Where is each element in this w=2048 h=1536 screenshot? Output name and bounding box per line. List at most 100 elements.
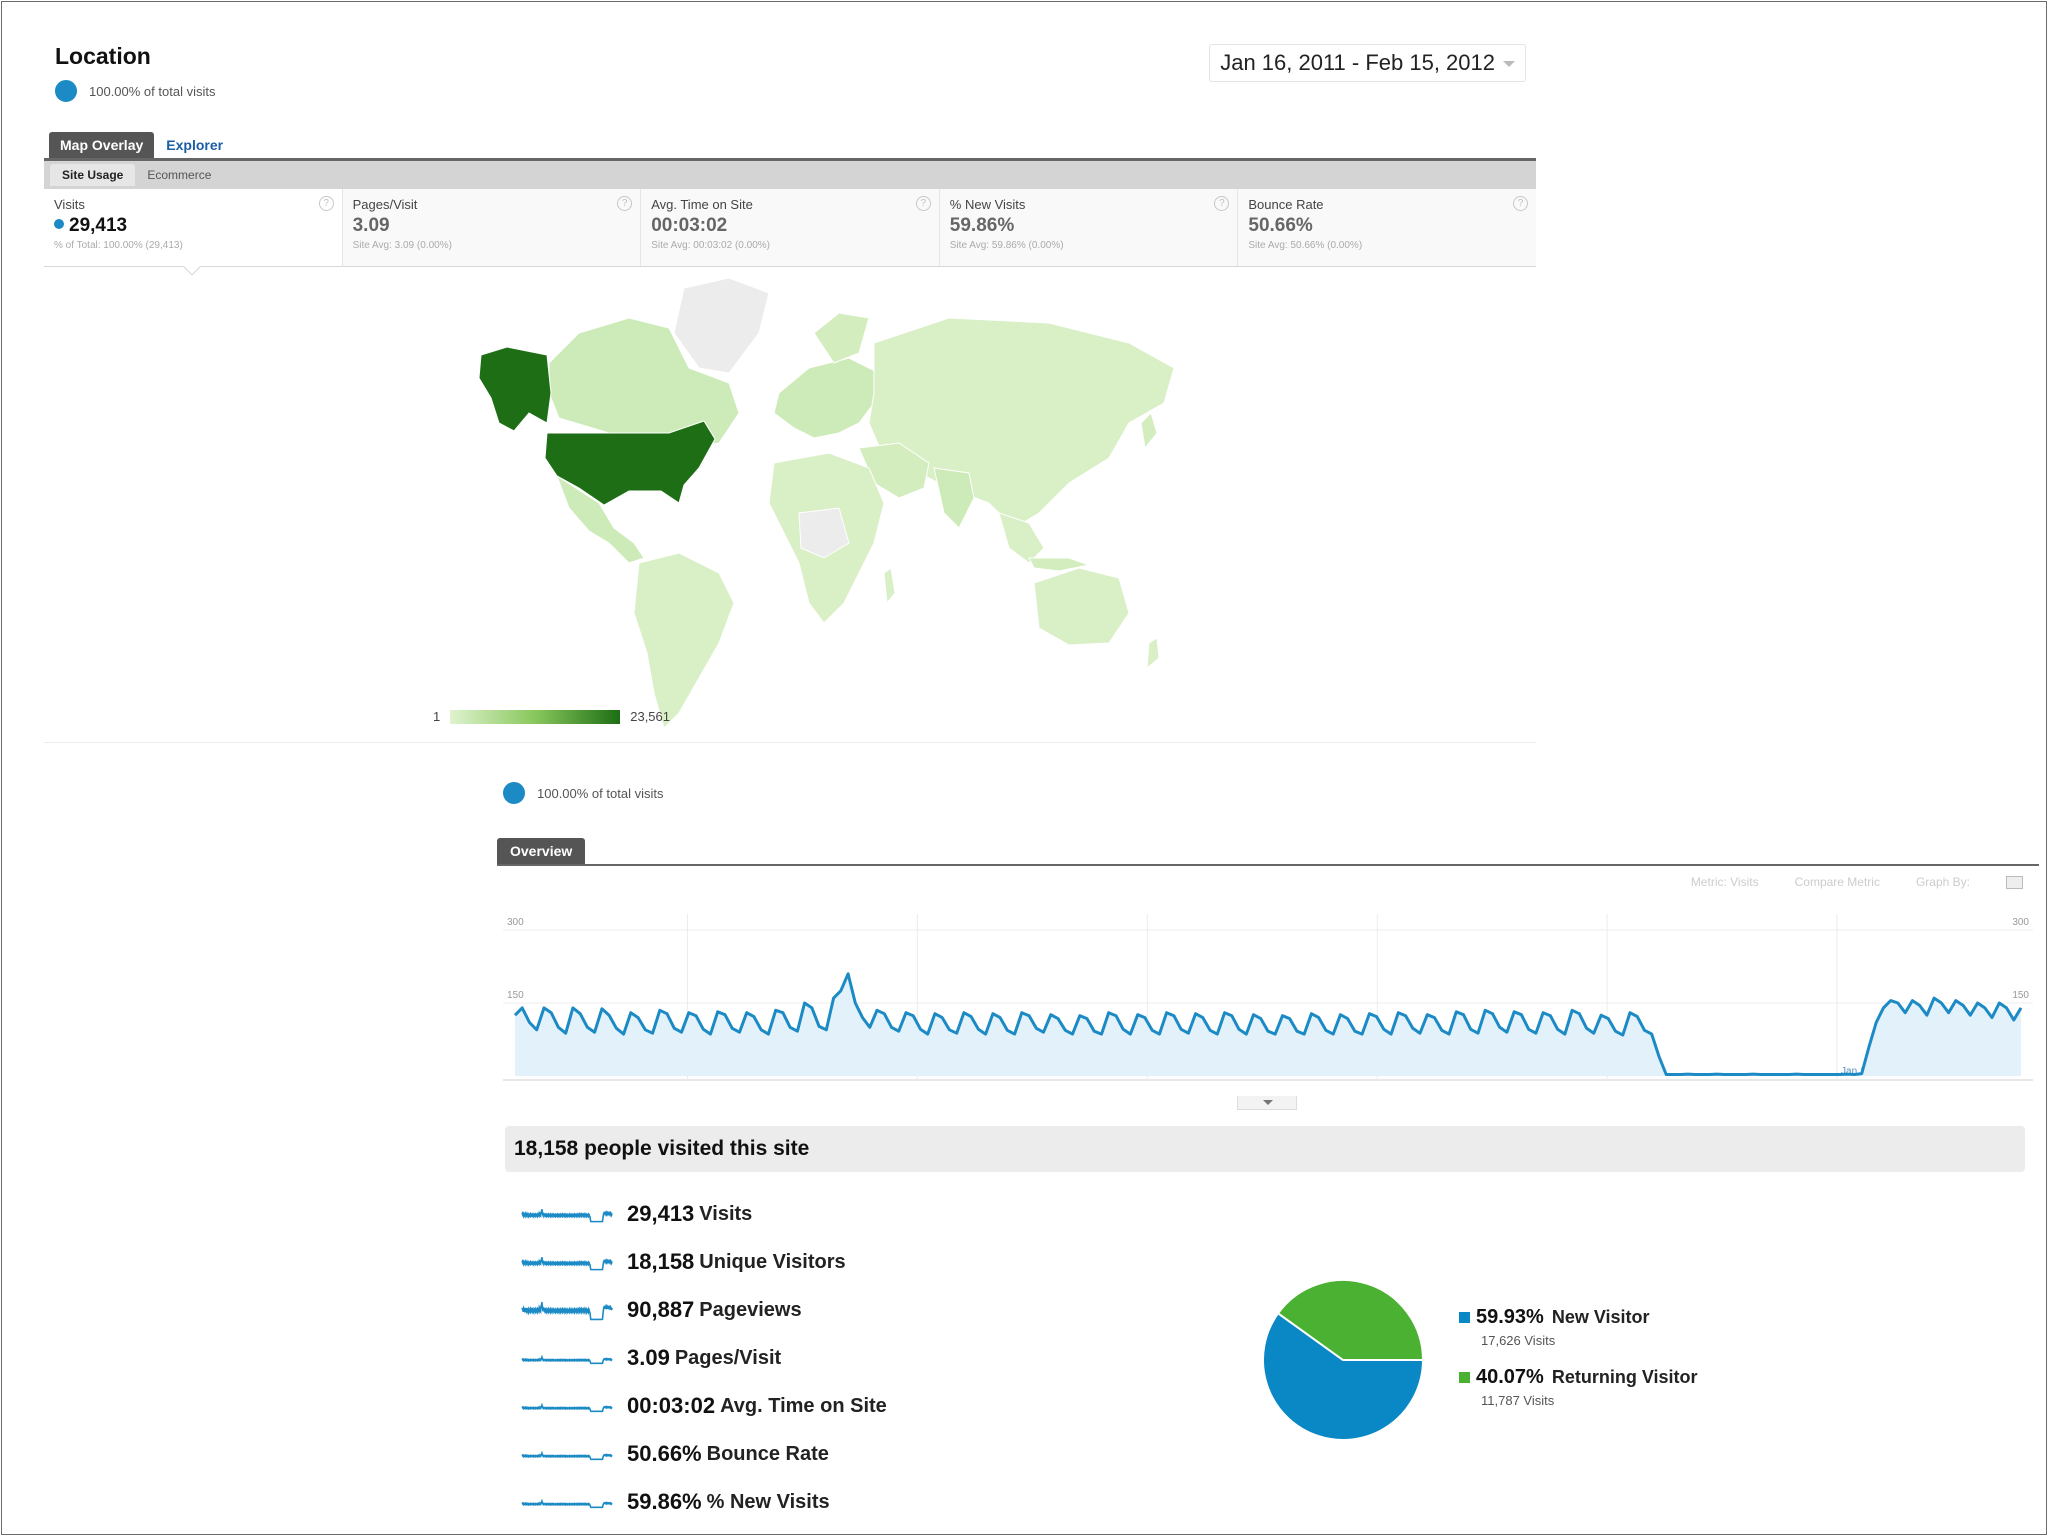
tab-explorer[interactable]: Explorer: [166, 137, 224, 153]
map-asia: [868, 317, 1175, 529]
overview-tabs: Overview: [497, 838, 586, 864]
sparkline-path: [521, 1209, 613, 1223]
sparkline-path: [521, 1257, 613, 1271]
visits-series-line: [513, 972, 2023, 1076]
sparkline: [521, 1209, 613, 1223]
map-mexico: [556, 474, 645, 564]
sparkline-path: [521, 1450, 613, 1461]
y-tick-label-right: 150: [2012, 990, 2029, 1001]
compare-metric[interactable]: Compare Metric: [1794, 875, 1880, 889]
help-icon[interactable]: ?: [1512, 196, 1528, 211]
help-icon[interactable]: ?: [617, 196, 633, 211]
subtab-ecommerce[interactable]: Ecommerce: [147, 168, 212, 182]
legend-returning-visitor: 40.07% Returning Visitor 11,787 Visits: [1459, 1366, 1698, 1408]
graph-by[interactable]: Graph By:: [1915, 875, 1970, 889]
legend-label: New Visitor: [1551, 1307, 1650, 1327]
visits-area: [515, 973, 2021, 1076]
segment-pie-icon: [55, 80, 77, 102]
tab-divider: [497, 864, 2039, 866]
legend-max: 23,561: [630, 709, 670, 724]
sparkline: [521, 1257, 613, 1271]
y-tick-label-left: 300: [507, 917, 524, 928]
metric-sub: Site Avg: 50.66% (0.00%): [1248, 240, 1363, 251]
sparkline: [521, 1450, 613, 1461]
metric-value: 50.66%: [1248, 215, 1313, 236]
metric-new-visits[interactable]: % New Visits 59.86% Site Avg: 59.86% (0.…: [939, 189, 1239, 266]
map-south-america: [633, 552, 735, 729]
sparkline-path: [521, 1354, 613, 1365]
sparkline: [521, 1301, 613, 1321]
legend-swatch: [1459, 1372, 1470, 1383]
metric-name: % New Visits: [949, 197, 1026, 212]
segment-pct: 100.00% of total visits: [537, 785, 664, 801]
y-tick-label-left: 150: [507, 990, 524, 1001]
stat-row: 90,887 Pageviews: [521, 1286, 887, 1334]
map-australia: [1033, 567, 1130, 646]
metric-bounce-rate[interactable]: Bounce Rate 50.66% Site Avg: 50.66% (0.0…: [1238, 189, 1536, 266]
metric-name: Pages/Visit: [352, 197, 418, 212]
segment-pie-icon: [503, 782, 525, 804]
map-legend: 1 23,561: [433, 709, 670, 724]
map-japan: [1140, 412, 1158, 450]
legend-pct: 40.07%: [1476, 1366, 1544, 1388]
section-divider: [44, 742, 1536, 743]
metric-value: 00:03:02: [651, 215, 728, 236]
map-alaska: [478, 346, 552, 432]
metric-avg-time[interactable]: Avg. Time on Site 00:03:02 Site Avg: 00:…: [641, 189, 940, 266]
stat-label: Pages/Visit: [674, 1346, 782, 1369]
pie-slice-returning-visitor[interactable]: [1276, 1279, 1425, 1361]
legend-visits: 17,626 Visits: [1481, 1333, 1556, 1348]
map-greenland: [673, 277, 770, 374]
view-tabs: Map Overlay Explorer: [49, 132, 229, 158]
stat-label: % New Visits: [706, 1490, 830, 1513]
legend-pct: 59.93%: [1476, 1306, 1544, 1328]
summary-bar: 18,158 people visited this site: [505, 1126, 2025, 1172]
y-tick-label-right: 300: [2012, 917, 2029, 928]
segment-pct: 100.00% of total visits: [89, 83, 216, 99]
legend-label: Returning Visitor: [1551, 1367, 1698, 1387]
tab-overview[interactable]: Overview: [497, 838, 586, 864]
metric-name: Avg. Time on Site: [651, 197, 753, 212]
overview-panel: 100.00% of total visits Overview Metric:…: [497, 776, 2039, 1536]
sparkline: [521, 1354, 613, 1365]
stat-row: 00:03:02 Avg. Time on Site: [521, 1382, 887, 1430]
stat-row: 59.86%% New Visits: [521, 1478, 887, 1526]
sparkline-path: [521, 1498, 613, 1509]
chart-type-icon[interactable]: [2006, 875, 2023, 889]
metric-value-text: 29,413: [69, 215, 128, 236]
stat-row: 50.66% Bounce Rate: [521, 1430, 887, 1478]
map-indonesia: [1028, 557, 1091, 572]
chart-expand-handle[interactable]: [1237, 1096, 1297, 1110]
metric-pages-visit[interactable]: Pages/Visit 3.09 Site Avg: 3.09 (0.00%) …: [342, 189, 642, 266]
visitor-type-pie[interactable]: [1261, 1278, 1425, 1442]
graph-options: Metric: Visits Compare Metric Graph By:: [1691, 875, 2023, 889]
world-map[interactable]: [429, 273, 1209, 753]
metric-value: 59.86%: [949, 215, 1015, 236]
tab-map-overlay[interactable]: Map Overlay: [49, 132, 155, 158]
stat-row: 3.09 Pages/Visit: [521, 1334, 887, 1382]
legend-visits: 11,787 Visits: [1481, 1393, 1555, 1408]
metric-name: Visits: [54, 197, 85, 212]
stat-value: 29,413: [627, 1201, 695, 1226]
date-range-label: Jan 16, 2011 - Feb 15, 2012: [1220, 50, 1495, 75]
date-range-picker[interactable]: Jan 16, 2011 - Feb 15, 2012: [1209, 44, 1526, 82]
map-india: [933, 467, 975, 529]
series-dot-icon: [54, 219, 64, 229]
visits-line-chart[interactable]: 300300150150Mar 1May 1Jul 1Sep 1Nov 1Jan…: [497, 894, 2033, 1114]
stats-list: 29,413 Visits 18,158 Unique Visitors 90,887 P…: [521, 1190, 887, 1526]
metric-visits[interactable]: Visits 29,413 % of Total: 100.00% (29,41…: [44, 189, 343, 276]
help-icon[interactable]: ?: [318, 196, 334, 211]
stat-row: 29,413 Visits: [521, 1190, 887, 1238]
subtab-bar: Site Usage Ecommerce: [44, 161, 1536, 189]
stat-label: Unique Visitors: [699, 1250, 846, 1273]
metric-sub: Site Avg: 00:03:02 (0.00%): [651, 240, 770, 251]
stat-value: 00:03:02: [627, 1393, 716, 1418]
metric-sub: % of Total: 100.00% (29,413): [54, 240, 183, 251]
pie-slice-new-visitor[interactable]: [1262, 1311, 1425, 1441]
help-icon[interactable]: ?: [1214, 196, 1230, 211]
metric-selector[interactable]: Metric: Visits: [1690, 875, 1759, 889]
subtab-site-usage[interactable]: Site Usage: [50, 164, 136, 186]
chevron-down-icon: [1503, 61, 1515, 67]
help-icon[interactable]: ?: [915, 196, 931, 211]
x-tick-label: Jan 1: [1841, 1066, 1866, 1077]
